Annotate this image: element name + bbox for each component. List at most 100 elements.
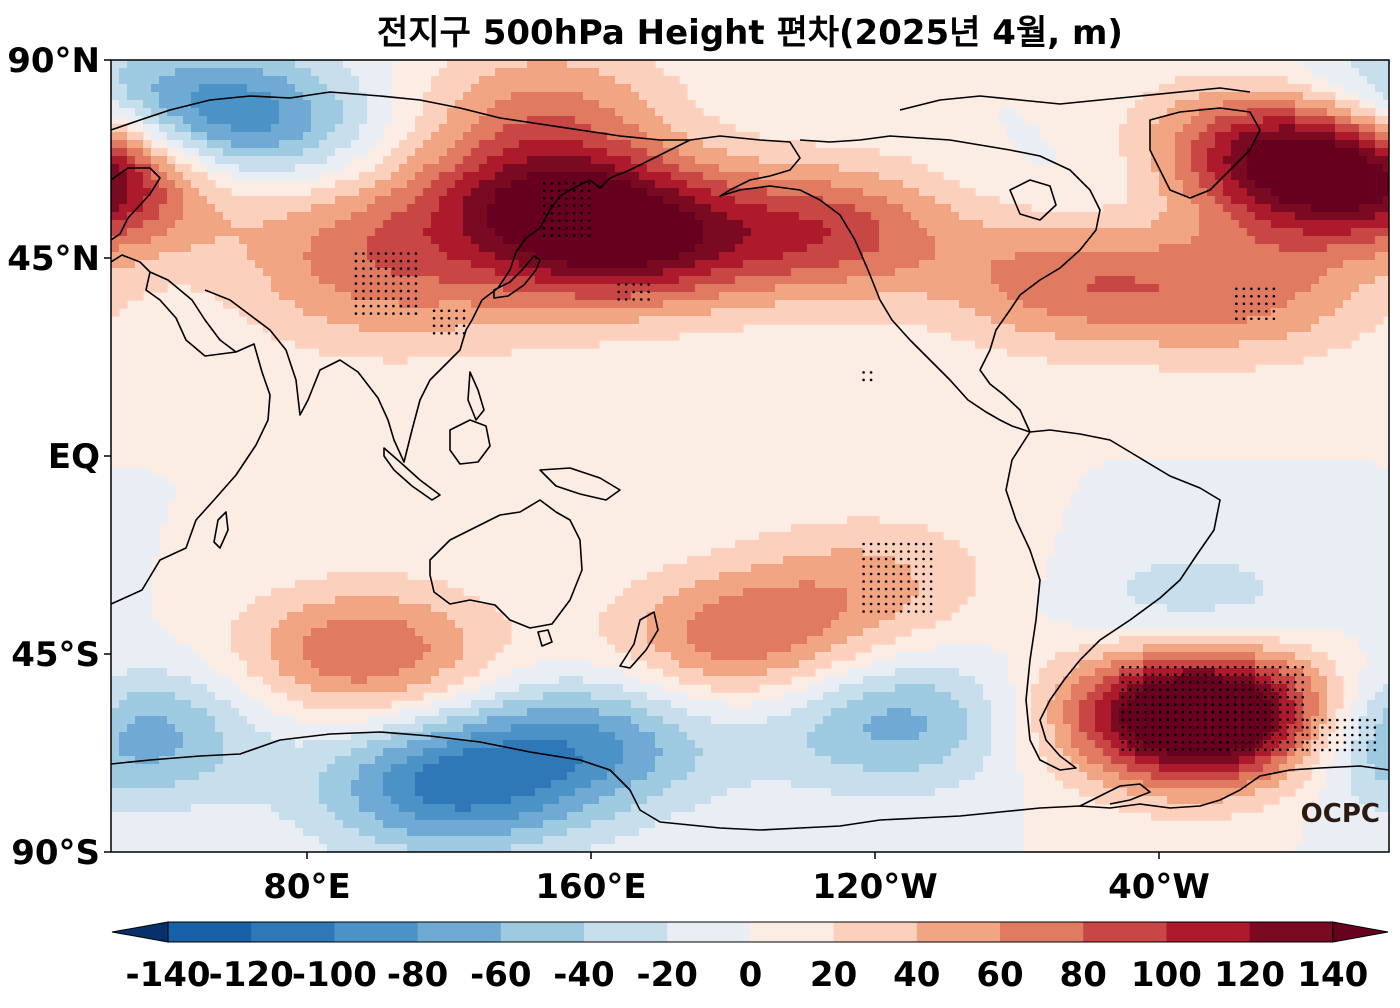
field-cell <box>367 196 376 205</box>
field-cell <box>1063 212 1072 221</box>
field-cell <box>967 196 976 205</box>
field-cell <box>543 316 552 325</box>
field-cell <box>143 252 152 261</box>
field-cell <box>567 60 576 69</box>
field-cell <box>679 116 688 125</box>
field-cell <box>1047 308 1056 317</box>
field-cell <box>431 148 440 157</box>
field-cell <box>311 276 320 285</box>
field-cell <box>135 92 144 101</box>
field-cell <box>863 220 872 229</box>
field-cell <box>687 140 696 149</box>
field-cell <box>607 92 616 101</box>
field-cell <box>607 220 616 229</box>
field-cell <box>1223 468 1232 477</box>
field-cell <box>823 308 832 317</box>
field-cell <box>911 220 920 229</box>
field-cell <box>127 212 136 221</box>
field-cell <box>271 100 280 109</box>
field-cell <box>1239 220 1248 229</box>
field-cell <box>1319 156 1328 165</box>
field-cell <box>1279 108 1288 117</box>
field-cell <box>1031 212 1040 221</box>
field-cell <box>327 308 336 317</box>
field-cell <box>135 476 144 485</box>
field-cell <box>791 292 800 301</box>
field-cell <box>1311 124 1320 133</box>
field-cell <box>359 132 368 141</box>
field-cell <box>1191 236 1200 245</box>
field-cell <box>311 116 320 125</box>
field-cell <box>655 172 664 181</box>
field-cell <box>1303 492 1312 501</box>
field-cell <box>1383 292 1389 301</box>
field-cell <box>591 292 600 301</box>
field-cell <box>1215 140 1224 149</box>
field-cell <box>767 300 776 309</box>
field-cell <box>335 332 344 341</box>
field-cell <box>727 180 736 189</box>
field-cell <box>231 124 240 133</box>
field-cell <box>343 324 352 333</box>
field-cell <box>1063 316 1072 325</box>
field-cell <box>1199 140 1208 149</box>
field-cell <box>463 316 472 325</box>
field-cell <box>223 140 232 149</box>
field-cell <box>927 300 936 309</box>
field-cell <box>295 124 304 133</box>
field-cell <box>1127 460 1136 469</box>
field-cell <box>919 268 928 277</box>
field-cell <box>1175 172 1184 181</box>
field-cell <box>143 116 152 125</box>
field-cell <box>455 340 464 349</box>
field-cell <box>895 292 904 301</box>
field-cell <box>1183 492 1192 501</box>
field-cell <box>439 116 448 125</box>
field-cell <box>735 260 744 269</box>
field-cell <box>983 276 992 285</box>
field-cell <box>463 252 472 261</box>
field-cell <box>703 252 712 261</box>
field-cell <box>639 148 648 157</box>
field-cell <box>1351 276 1360 285</box>
field-cell <box>383 300 392 309</box>
field-cell <box>1015 268 1024 277</box>
field-cell <box>583 244 592 253</box>
field-cell <box>1119 300 1128 309</box>
field-cell <box>343 108 352 117</box>
field-cell <box>151 220 160 229</box>
field-cell <box>343 100 352 109</box>
field-cell <box>495 164 504 173</box>
field-cell <box>1327 172 1336 181</box>
field-cell <box>1247 108 1256 117</box>
field-cell <box>447 340 456 349</box>
field-cell <box>535 292 544 301</box>
field-cell <box>879 204 888 213</box>
field-cell <box>431 324 440 333</box>
field-cell <box>543 172 552 181</box>
field-cell <box>663 276 672 285</box>
field-cell <box>607 68 616 77</box>
field-cell <box>271 92 280 101</box>
field-cell <box>343 188 352 197</box>
field-cell <box>1287 292 1296 301</box>
field-cell <box>1183 204 1192 213</box>
field-cell <box>631 276 640 285</box>
field-cell <box>575 316 584 325</box>
field-cell <box>183 132 192 141</box>
field-cell <box>943 252 952 261</box>
field-cell <box>183 220 192 229</box>
field-cell <box>967 244 976 253</box>
field-cell <box>1255 100 1264 109</box>
field-cell <box>799 236 808 245</box>
field-cell <box>855 276 864 285</box>
field-cell <box>1311 156 1320 165</box>
field-cell <box>1151 92 1160 101</box>
field-cell <box>1231 132 1240 141</box>
field-cell <box>1047 244 1056 253</box>
field-cell <box>535 164 544 173</box>
field-cell <box>479 260 488 269</box>
field-cell <box>727 316 736 325</box>
field-cell <box>1175 460 1184 469</box>
field-cell <box>1303 468 1312 477</box>
